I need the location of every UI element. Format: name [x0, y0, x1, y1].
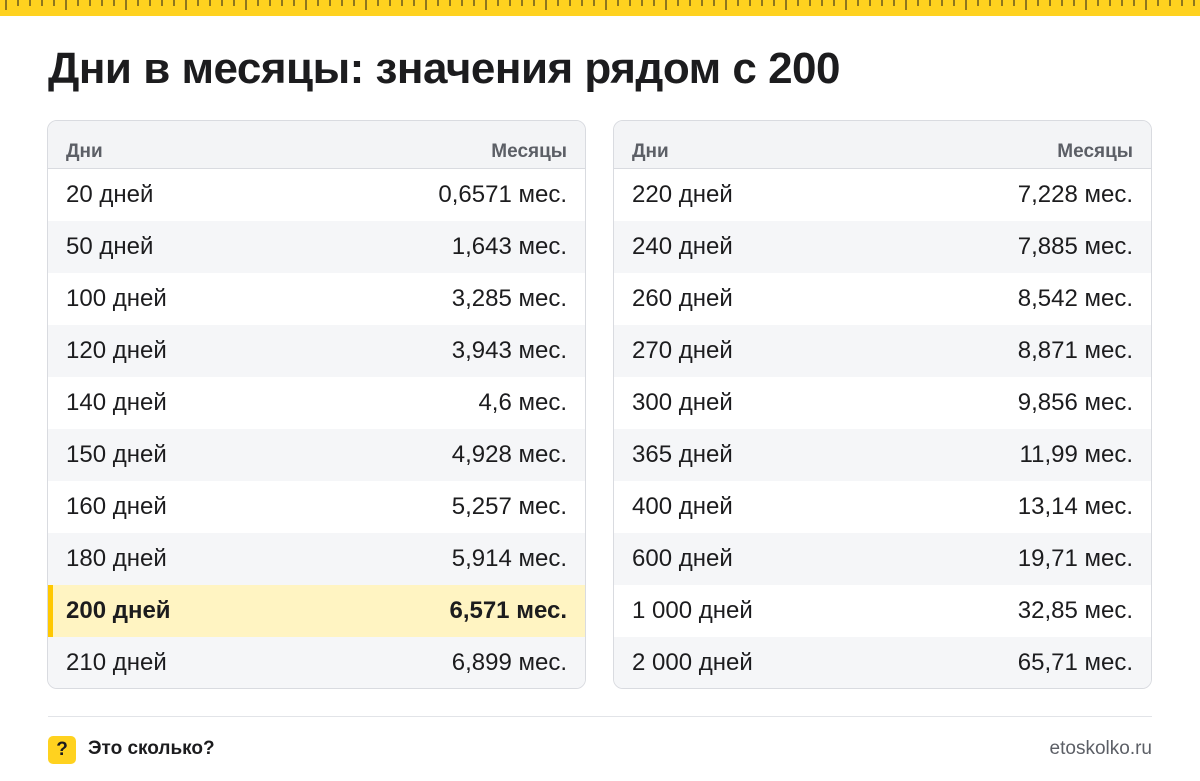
cell-days: 260 дней: [632, 285, 733, 312]
table-header: Дни Месяцы: [614, 121, 1151, 169]
right-table: Дни Месяцы 220 дней 7,228 мес. 240 дней 7,8…: [613, 120, 1152, 689]
table-row: 20 дней 0,6571 мес.: [48, 169, 585, 221]
cell-days: 365 дней: [632, 441, 733, 468]
cell-days: 140 дней: [66, 389, 167, 416]
header-months: Месяцы: [1057, 140, 1133, 162]
table-row: 365 дней 11,99 мес.: [614, 429, 1151, 481]
cell-days: 180 дней: [66, 545, 167, 572]
cell-months: 19,71 мес.: [1017, 545, 1133, 572]
cell-months: 4,6 мес.: [478, 389, 567, 416]
table-row: 600 дней 19,71 мес.: [614, 533, 1151, 585]
cell-months: 11,99 мес.: [1019, 441, 1133, 468]
cell-days: 600 дней: [632, 545, 733, 572]
table-row: 1 000 дней 32,85 мес.: [614, 585, 1151, 637]
cell-days: 1 000 дней: [632, 597, 753, 624]
cell-months: 8,871 мес.: [1017, 337, 1133, 364]
footer-divider: [48, 716, 1152, 717]
cell-days: 100 дней: [66, 285, 167, 312]
table-row: 50 дней 1,643 мес.: [48, 221, 585, 273]
table-row: 180 дней 5,914 мес.: [48, 533, 585, 585]
cell-months: 13,14 мес.: [1017, 493, 1133, 520]
cell-months: 0,6571 мес.: [438, 181, 567, 208]
table-row: 140 дней 4,6 мес.: [48, 377, 585, 429]
cell-days: 270 дней: [632, 337, 733, 364]
table-row: 260 дней 8,542 мес.: [614, 273, 1151, 325]
table-row: 270 дней 8,871 мес.: [614, 325, 1151, 377]
cell-days: 220 дней: [632, 181, 733, 208]
ruler-strip: [0, 0, 1200, 16]
footer-brand: Это сколько?: [88, 738, 215, 759]
table-row: 150 дней 4,928 мес.: [48, 429, 585, 481]
table-row-highlighted: 200 дней 6,571 мес.: [48, 585, 585, 637]
cell-days: 120 дней: [66, 337, 167, 364]
cell-days: 2 000 дней: [632, 649, 753, 676]
table-row: 400 дней 13,14 мес.: [614, 481, 1151, 533]
header-days: Дни: [66, 140, 103, 162]
table-body: 220 дней 7,228 мес. 240 дней 7,885 мес. 260 …: [614, 169, 1151, 688]
cell-days: 20 дней: [66, 181, 154, 208]
table-row: 120 дней 3,943 мес.: [48, 325, 585, 377]
table-row: 160 дней 5,257 мес.: [48, 481, 585, 533]
table-row: 100 дней 3,285 мес.: [48, 273, 585, 325]
header-months: Месяцы: [491, 140, 567, 162]
table-row: 300 дней 9,856 мес.: [614, 377, 1151, 429]
cell-months: 4,928 мес.: [451, 441, 567, 468]
cell-months: 6,899 мес.: [451, 649, 567, 676]
cell-days: 150 дней: [66, 441, 167, 468]
table-row: 220 дней 7,228 мес.: [614, 169, 1151, 221]
cell-months: 9,856 мес.: [1017, 389, 1133, 416]
ruler-ticks: [5, 0, 1195, 10]
cell-days: 50 дней: [66, 233, 154, 260]
table-body: 20 дней 0,6571 мес. 50 дней 1,643 мес. 100 д…: [48, 169, 585, 688]
cell-months: 7,228 мес.: [1017, 181, 1133, 208]
cell-days: 400 дней: [632, 493, 733, 520]
table-row: 2 000 дней 65,71 мес.: [614, 637, 1151, 688]
cell-months: 8,542 мес.: [1017, 285, 1133, 312]
page-title: Дни в месяцы: значения рядом с 200: [48, 44, 841, 93]
table-row: 210 дней 6,899 мес.: [48, 637, 585, 688]
cell-days: 240 дней: [632, 233, 733, 260]
table-row: 240 дней 7,885 мес.: [614, 221, 1151, 273]
cell-months: 5,914 мес.: [451, 545, 567, 572]
header-days: Дни: [632, 140, 669, 162]
cell-months: 3,943 мес.: [451, 337, 567, 364]
left-table: Дни Месяцы 20 дней 0,6571 мес. 50 дней 1,64…: [47, 120, 586, 689]
cell-days: 200 дней: [66, 597, 171, 624]
cell-months: 6,571 мес.: [449, 597, 567, 624]
question-badge-icon: ?: [48, 736, 76, 764]
footer-site-link[interactable]: etoskolko.ru: [1049, 738, 1152, 759]
cell-months: 3,285 мес.: [451, 285, 567, 312]
cell-months: 7,885 мес.: [1017, 233, 1133, 260]
cell-months: 5,257 мес.: [451, 493, 567, 520]
cell-months: 1,643 мес.: [451, 233, 567, 260]
cell-days: 210 дней: [66, 649, 167, 676]
cell-days: 300 дней: [632, 389, 733, 416]
table-header: Дни Месяцы: [48, 121, 585, 169]
cell-months: 65,71 мес.: [1017, 649, 1133, 676]
cell-months: 32,85 мес.: [1017, 597, 1133, 624]
cell-days: 160 дней: [66, 493, 167, 520]
